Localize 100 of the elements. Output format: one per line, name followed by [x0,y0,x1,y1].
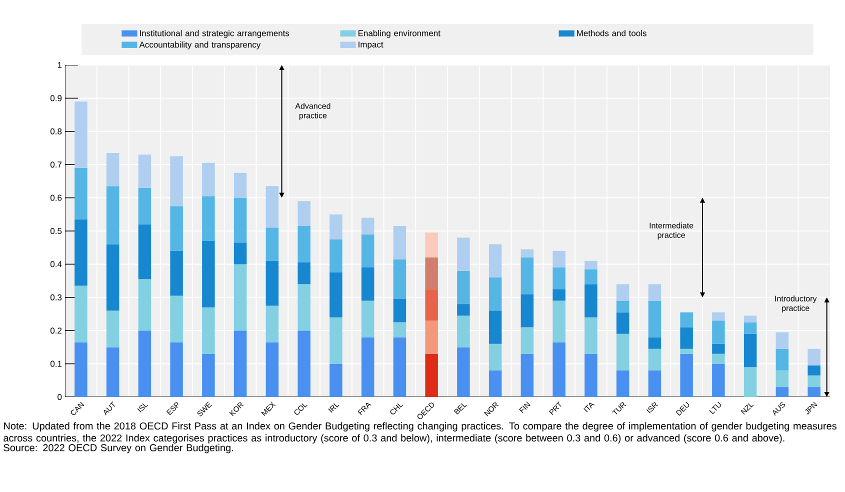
bar [361,300,374,338]
bar [425,320,438,354]
bar [74,168,88,220]
annotation: Introductory practice [775,296,817,313]
bar [712,312,725,321]
bar [393,226,406,260]
bar [808,365,820,376]
y-tick-label: 0.3 [50,294,62,300]
bar [520,354,534,397]
bar [138,224,152,280]
bar [202,162,215,196]
bar [361,337,374,397]
y-tick-label: 0 [58,394,62,400]
y-tick-label: 0.8 [50,128,62,134]
bar [330,364,342,397]
bar [106,244,120,311]
bar [648,337,662,349]
bar [170,206,183,251]
bar [808,387,820,397]
bar [744,322,757,334]
bar [106,152,120,186]
bar [648,370,662,397]
bar [202,240,215,308]
bar [74,219,88,286]
bar [170,250,183,296]
bar [520,258,534,294]
bar [74,102,88,168]
bar [552,250,566,268]
y-tick-label: 0.6 [50,194,62,201]
text: Note: Updated from the 2018 OECD First Pass at an Index on Gender Budgeting reflecting changing practices. To compare the degree of implementation of gender budgeting measures across countries, the 2022 Index categorises practices as introductory (score of 0.3 and below), intermediate (score between 0.3 and 0.6) or advanced (score 0.6 and above). [4,422,837,444]
bar [330,214,342,240]
bar [616,300,630,312]
bar [138,330,152,397]
bar [298,330,310,397]
bar [234,330,247,397]
bar [457,316,470,348]
bar [648,284,662,301]
bar [457,347,470,397]
bar [266,306,279,342]
bar [808,375,820,388]
bar [74,342,88,397]
bar [202,354,215,397]
bar [648,300,662,338]
bar [266,186,279,228]
bar [488,310,502,344]
bar [170,156,183,206]
bar [552,268,566,290]
legend-label: Enabling environment [358,30,440,38]
bar [202,307,215,354]
bar [616,334,630,370]
bar [520,294,534,328]
bar [170,342,183,397]
bar [393,299,406,322]
bar [425,232,438,258]
bar [457,238,470,271]
bar [202,196,215,241]
bar [298,201,310,226]
bar [712,344,725,354]
legend-label: Accountability and transparency [139,41,261,50]
bar [457,270,470,304]
y-tick-label: 0.1 [50,360,62,367]
bar [361,218,374,234]
bar [584,284,598,318]
bar [616,312,630,334]
legend-label: Methods and tools [577,30,646,36]
bar [584,269,598,284]
bar [520,327,534,354]
y-tick-label: 0.5 [50,228,62,234]
bar [234,264,247,331]
bar [234,242,247,264]
bar [712,354,725,364]
bar [712,364,725,397]
bar [266,228,279,261]
bar [298,226,310,263]
bar [138,188,152,224]
bar [584,317,598,354]
annotation: Intermediate practice [650,222,694,240]
bar [170,296,183,342]
bar [744,334,757,368]
bar [106,186,120,244]
y-tick-label: 0.4 [50,261,62,268]
bar [552,342,566,397]
bar [330,272,342,318]
bar [298,284,310,331]
bar [361,234,374,268]
bar [361,268,374,301]
bar [234,198,247,243]
bar [552,300,566,342]
bar [744,316,757,322]
source-note: Source: 2022 OECD Survey on Gender Budgeting. [4,444,233,454]
bar [744,367,757,397]
bar [106,347,120,397]
bar [712,320,725,344]
bar [106,310,120,348]
bar [330,239,342,272]
y-tick-label: 0.2 [50,328,62,334]
bar [393,259,406,300]
legend-label: Institutional and strategic arrangements [140,30,290,38]
bar [616,284,630,301]
bar [584,354,598,397]
